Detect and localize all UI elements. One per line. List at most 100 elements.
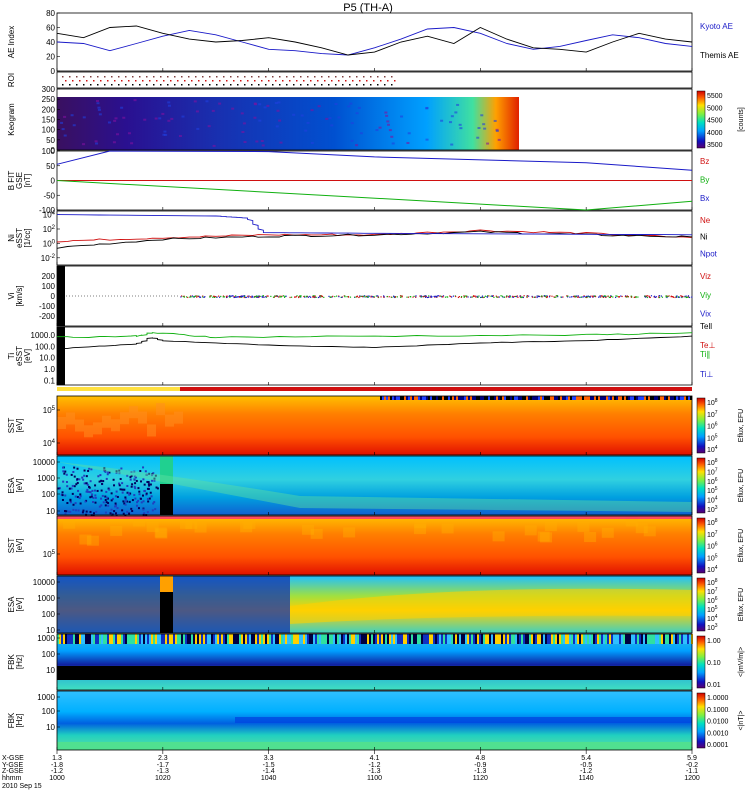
ni-ylabel-1: eSST	[15, 228, 24, 248]
vi-point	[213, 296, 215, 298]
vi-point	[433, 295, 435, 298]
keogram-noise	[277, 101, 281, 104]
vi-point	[299, 295, 301, 297]
fbk1-strip	[539, 634, 541, 644]
sst1-strip	[486, 396, 488, 400]
vi-point	[401, 296, 403, 298]
esa1-cbar-tick: 104	[707, 496, 718, 505]
sst1-strip	[664, 396, 666, 400]
vi-point	[437, 295, 440, 297]
vi-point	[457, 296, 460, 299]
vi-point	[665, 296, 667, 298]
vi-point	[617, 296, 620, 298]
vi-point	[682, 295, 684, 298]
sst1-strip	[672, 396, 674, 400]
fbk1-strip	[141, 634, 143, 644]
sst1-strip	[556, 396, 558, 400]
fbk1-strip	[485, 634, 487, 644]
fbk1-strip	[81, 634, 83, 644]
esa1-noise	[110, 499, 113, 502]
fbk1-strip	[107, 634, 109, 644]
roi-mark	[258, 76, 260, 78]
vi-point	[401, 295, 403, 297]
esa1-noise	[107, 471, 110, 474]
keogram-noise	[390, 135, 394, 138]
vi-point	[658, 295, 660, 297]
vi-point	[253, 296, 256, 298]
footer-value: 1100	[367, 775, 382, 782]
vi-point	[303, 295, 305, 298]
keogram-noise	[274, 102, 278, 105]
esa1-noise	[127, 492, 130, 495]
fbk1-strip	[405, 634, 407, 644]
vi-point	[259, 295, 261, 298]
roi-mark	[321, 76, 323, 78]
sst2-block	[635, 523, 648, 534]
esa1-noise	[115, 471, 118, 474]
esa1-noise	[118, 472, 121, 475]
vi-point	[310, 296, 312, 298]
sst1-strip	[536, 396, 538, 400]
keogram-noise	[330, 124, 334, 127]
vi-point	[666, 295, 668, 297]
keogram-noise	[167, 101, 171, 104]
vi-point	[587, 296, 589, 298]
fbk1-strip	[589, 634, 591, 644]
fbk1-strip	[657, 634, 659, 644]
vi-ytick-label: 100	[42, 282, 56, 291]
sst1-block	[102, 415, 111, 428]
ti-ytick-label: 100.0	[35, 342, 56, 351]
fbk1-strip	[215, 634, 217, 644]
esa1-noise	[118, 482, 121, 485]
keogram-noise	[158, 117, 162, 120]
vi-point	[248, 295, 250, 297]
esa1-noise	[100, 479, 103, 482]
esa1-noise	[105, 477, 108, 480]
fbk1-strip	[583, 634, 585, 644]
ti-legend-2: Ti∥	[700, 350, 710, 359]
fbk1-strip	[523, 634, 525, 644]
esa1-noise	[75, 509, 78, 512]
esa1-noise	[94, 501, 97, 504]
footer-value: 5.4	[581, 755, 591, 762]
ae-ytick-label: 40	[46, 38, 55, 47]
ae-series-Themis AE	[56, 25, 693, 56]
ae-ytick-label: 0	[51, 67, 56, 76]
fbk1-strip	[219, 634, 221, 644]
keogram-noise	[96, 102, 100, 105]
footer-value: -1.2	[368, 762, 380, 769]
keogram-noise	[205, 100, 209, 103]
esa1-noise	[146, 511, 149, 514]
vi-point	[644, 296, 646, 298]
fbk1-strip	[263, 634, 265, 644]
roi-mark	[146, 84, 148, 86]
fbk1-strip	[115, 634, 117, 644]
fbk1-strip	[653, 634, 655, 644]
roi-mark	[209, 76, 211, 78]
fbk1-strip	[411, 634, 413, 644]
roi-mark	[380, 80, 382, 82]
vi-point	[667, 295, 669, 298]
esa1-noise	[118, 469, 121, 472]
sst2-ylabel-0: SST	[7, 538, 16, 554]
vi-point	[377, 296, 379, 298]
roi-mark	[226, 80, 228, 82]
ae-frame	[56, 12, 693, 72]
vi-point	[321, 296, 323, 298]
vi-point	[574, 295, 576, 297]
bfit-ylabel-0: B FIT	[7, 171, 16, 191]
vi-point	[674, 296, 676, 299]
vi-point	[383, 296, 385, 298]
vi-point	[361, 295, 364, 298]
fbk1-strip	[313, 634, 315, 644]
roi-mark	[177, 80, 179, 82]
sst1-strip	[568, 396, 570, 400]
sst1-strip	[646, 396, 648, 400]
vi-point	[446, 296, 448, 298]
esa1-noise	[89, 491, 92, 494]
sst2-block	[343, 527, 356, 538]
keogram-noise	[278, 119, 282, 122]
ti-ytick-label: 1000.0	[31, 331, 56, 340]
fbk1-strip	[373, 634, 375, 644]
